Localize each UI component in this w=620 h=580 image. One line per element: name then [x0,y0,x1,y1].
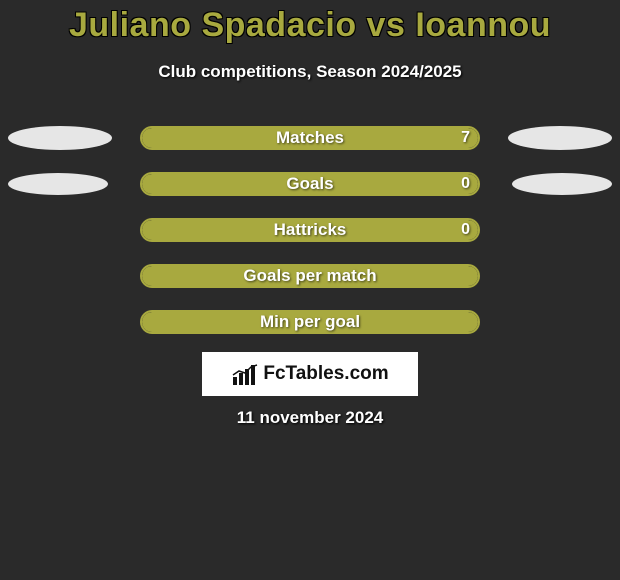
stat-row: Hattricks0 [0,218,620,242]
stat-row: Min per goal [0,310,620,334]
date-caption: 11 november 2024 [0,408,620,428]
stat-label: Goals [140,172,480,196]
player-right-marker [508,126,612,150]
page-subtitle: Club competitions, Season 2024/2025 [0,62,620,82]
player-left-marker [8,126,112,150]
barchart-icon [231,363,259,385]
stat-label: Matches [140,126,480,150]
stat-label: Min per goal [140,310,480,334]
comparison-infographic: Juliano Spadacio vs Ioannou Club competi… [0,0,620,580]
stat-value-right: 0 [461,218,470,242]
player-right-marker [512,173,612,195]
stat-label: Hattricks [140,218,480,242]
player-left-marker [8,173,108,195]
page-title: Juliano Spadacio vs Ioannou [0,6,620,45]
brand-logo: FcTables.com [202,352,418,396]
stat-row: Goals0 [0,172,620,196]
stat-label: Goals per match [140,264,480,288]
stat-value-right: 0 [461,172,470,196]
stat-row: Goals per match [0,264,620,288]
stat-value-right: 7 [461,126,470,150]
brand-text: FcTables.com [263,363,388,385]
stat-row: Matches7 [0,126,620,150]
